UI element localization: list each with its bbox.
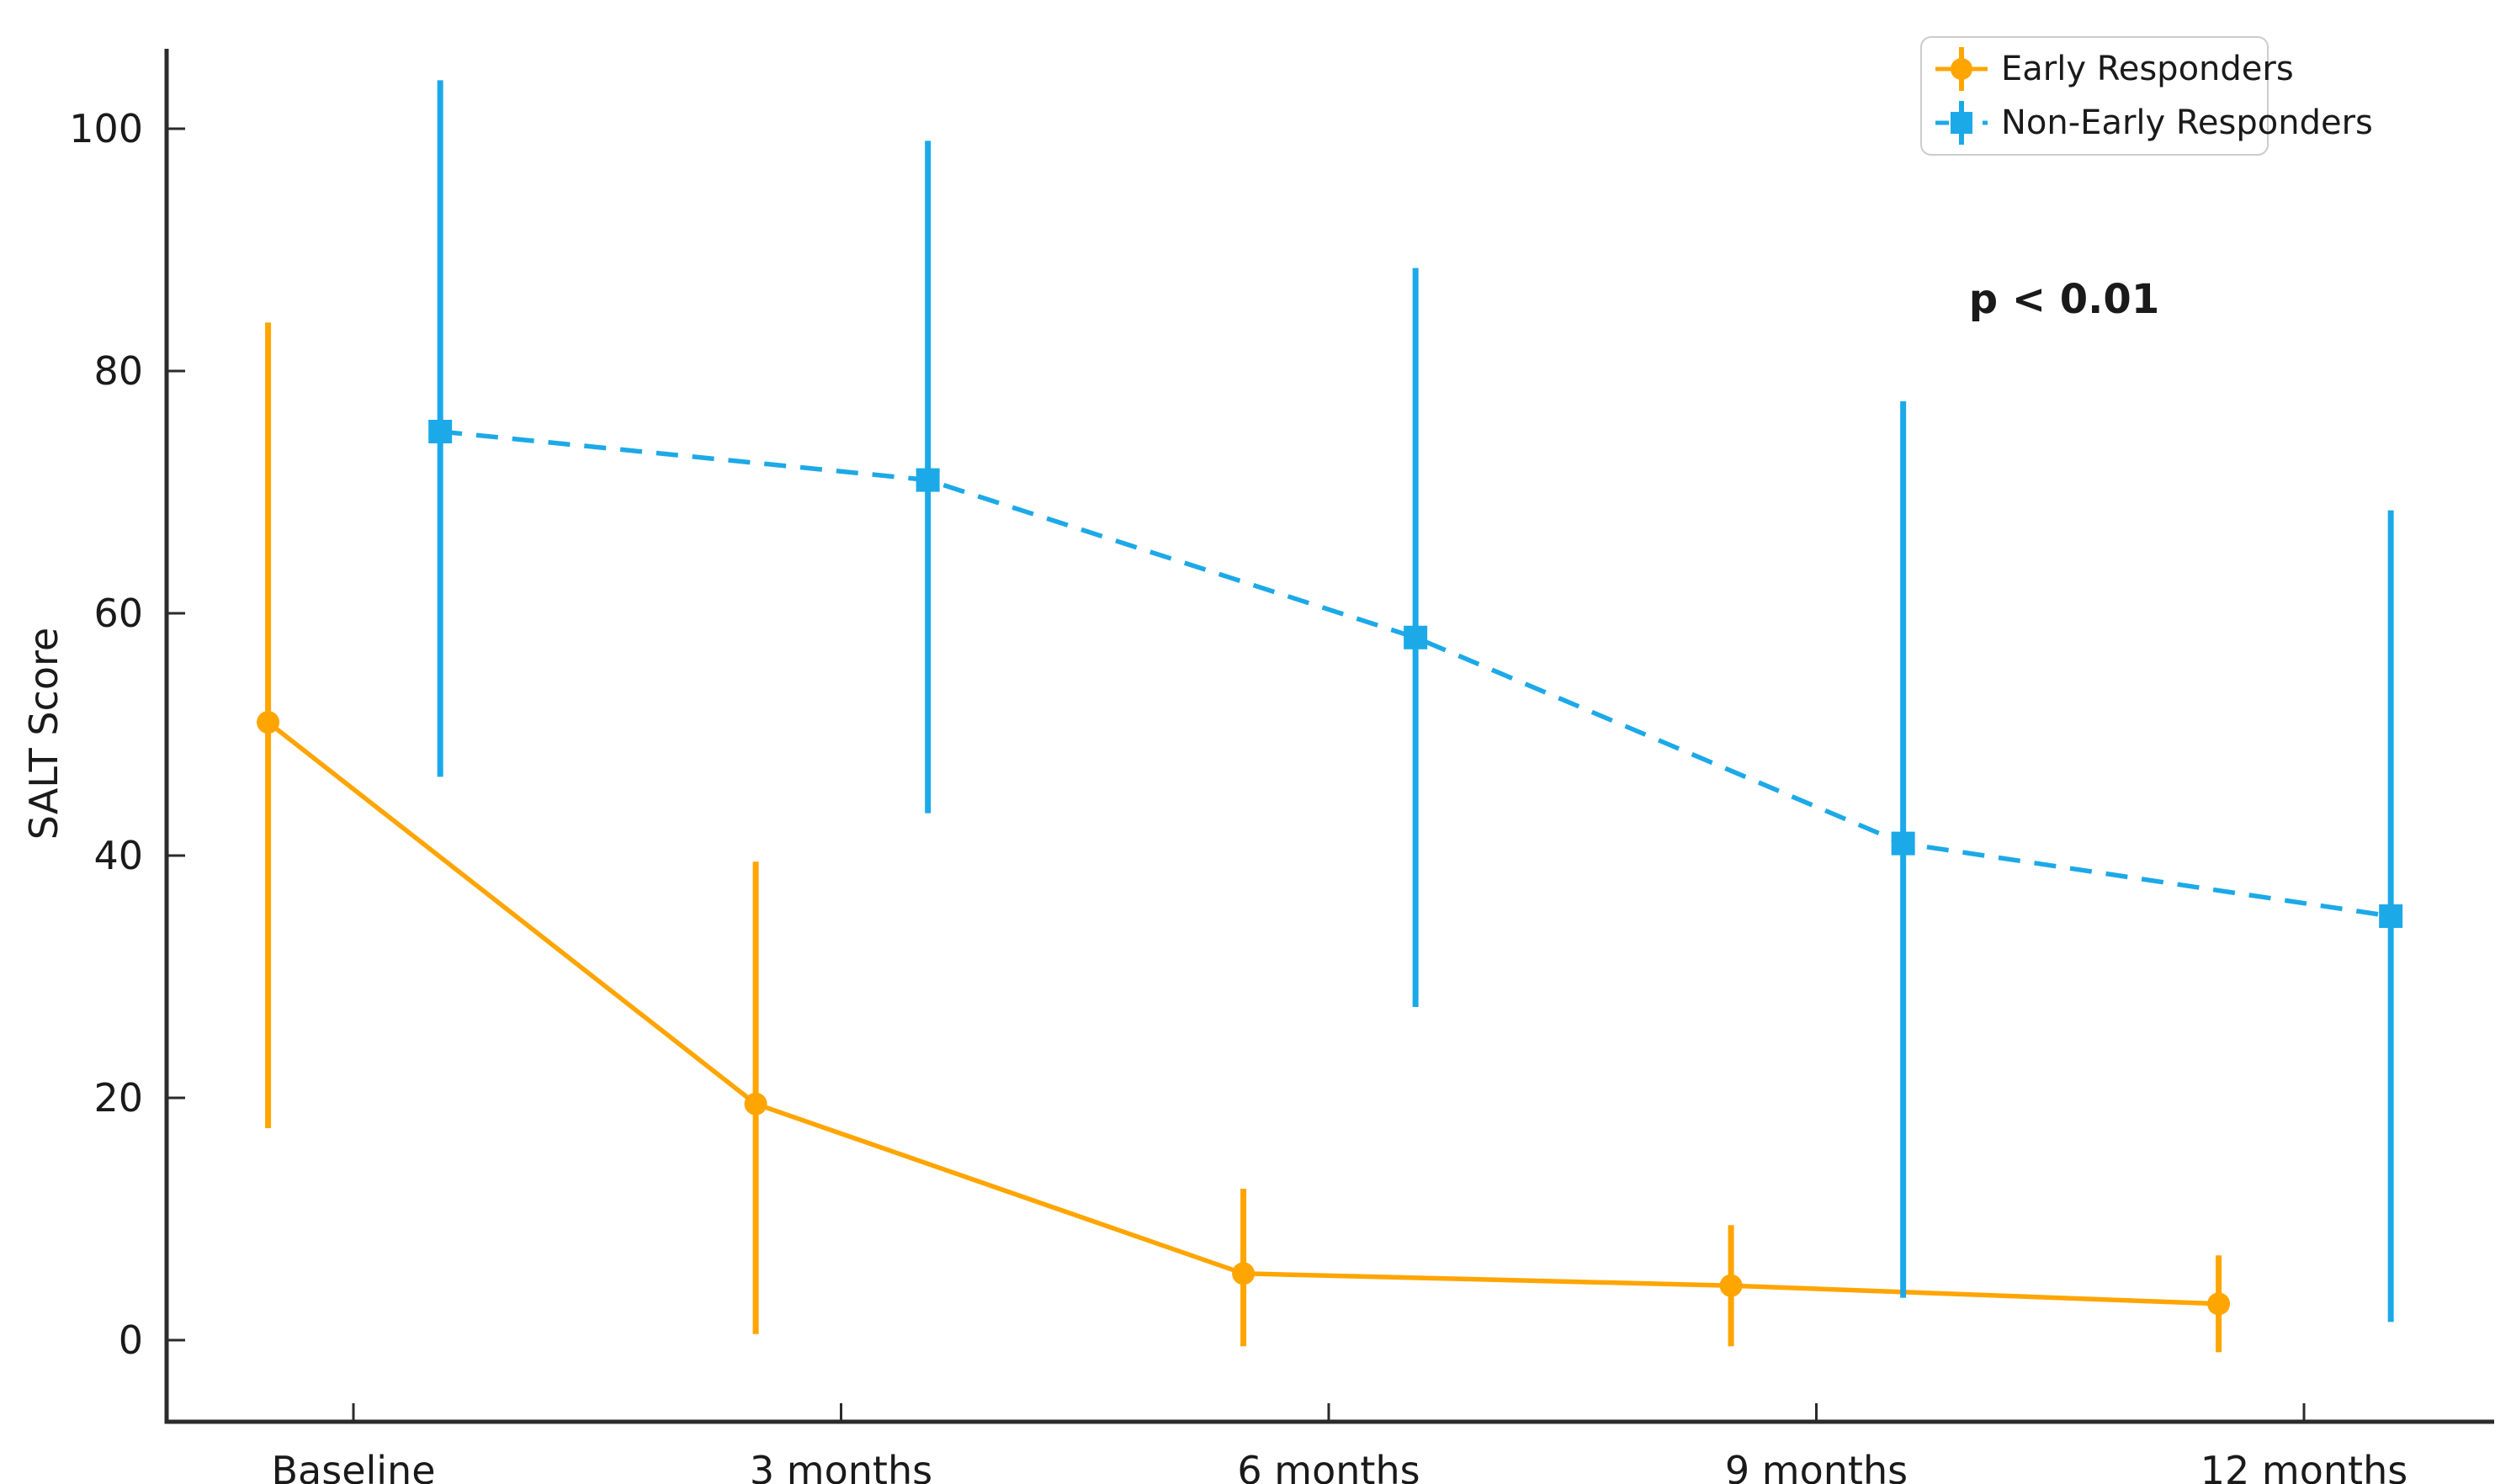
data-point-marker xyxy=(1232,1262,1256,1285)
x-tick-label: Baseline xyxy=(271,1448,435,1484)
x-tick-label: 12 months xyxy=(2200,1448,2407,1484)
legend-box xyxy=(1920,36,2269,156)
data-point-marker xyxy=(744,1092,767,1116)
data-point-marker xyxy=(1719,1274,1743,1297)
legend-circle-marker xyxy=(1951,58,1972,80)
annotation-p-value: p < 0.01 xyxy=(1969,276,2159,323)
x-tick-label: 3 months xyxy=(750,1448,932,1484)
y-tick-label: 20 xyxy=(93,1075,143,1121)
y-tick-label: 80 xyxy=(93,348,143,394)
y-tick-label: 60 xyxy=(93,591,143,636)
data-point-marker xyxy=(2207,1292,2231,1316)
x-tick-label: 9 months xyxy=(1725,1448,1908,1484)
legend-item-label: Early Responders xyxy=(2001,50,2294,88)
data-point-marker xyxy=(1404,625,1428,649)
y-tick-label: 0 xyxy=(119,1317,143,1363)
series-line xyxy=(439,429,2392,919)
data-point-marker xyxy=(428,420,453,443)
data-point-marker xyxy=(257,711,280,734)
y-tick-label: 40 xyxy=(93,833,143,878)
x-tick-label: 6 months xyxy=(1237,1448,1420,1484)
data-point-marker xyxy=(916,468,940,492)
data-point-marker xyxy=(2379,904,2403,928)
legend-square-marker xyxy=(1951,112,1972,134)
y-tick-label: 100 xyxy=(69,106,143,151)
legend-item-label: Non-Early Responders xyxy=(2001,103,2373,142)
data-point-marker xyxy=(1891,831,1915,856)
y-axis-title: SALT Score xyxy=(21,628,66,840)
